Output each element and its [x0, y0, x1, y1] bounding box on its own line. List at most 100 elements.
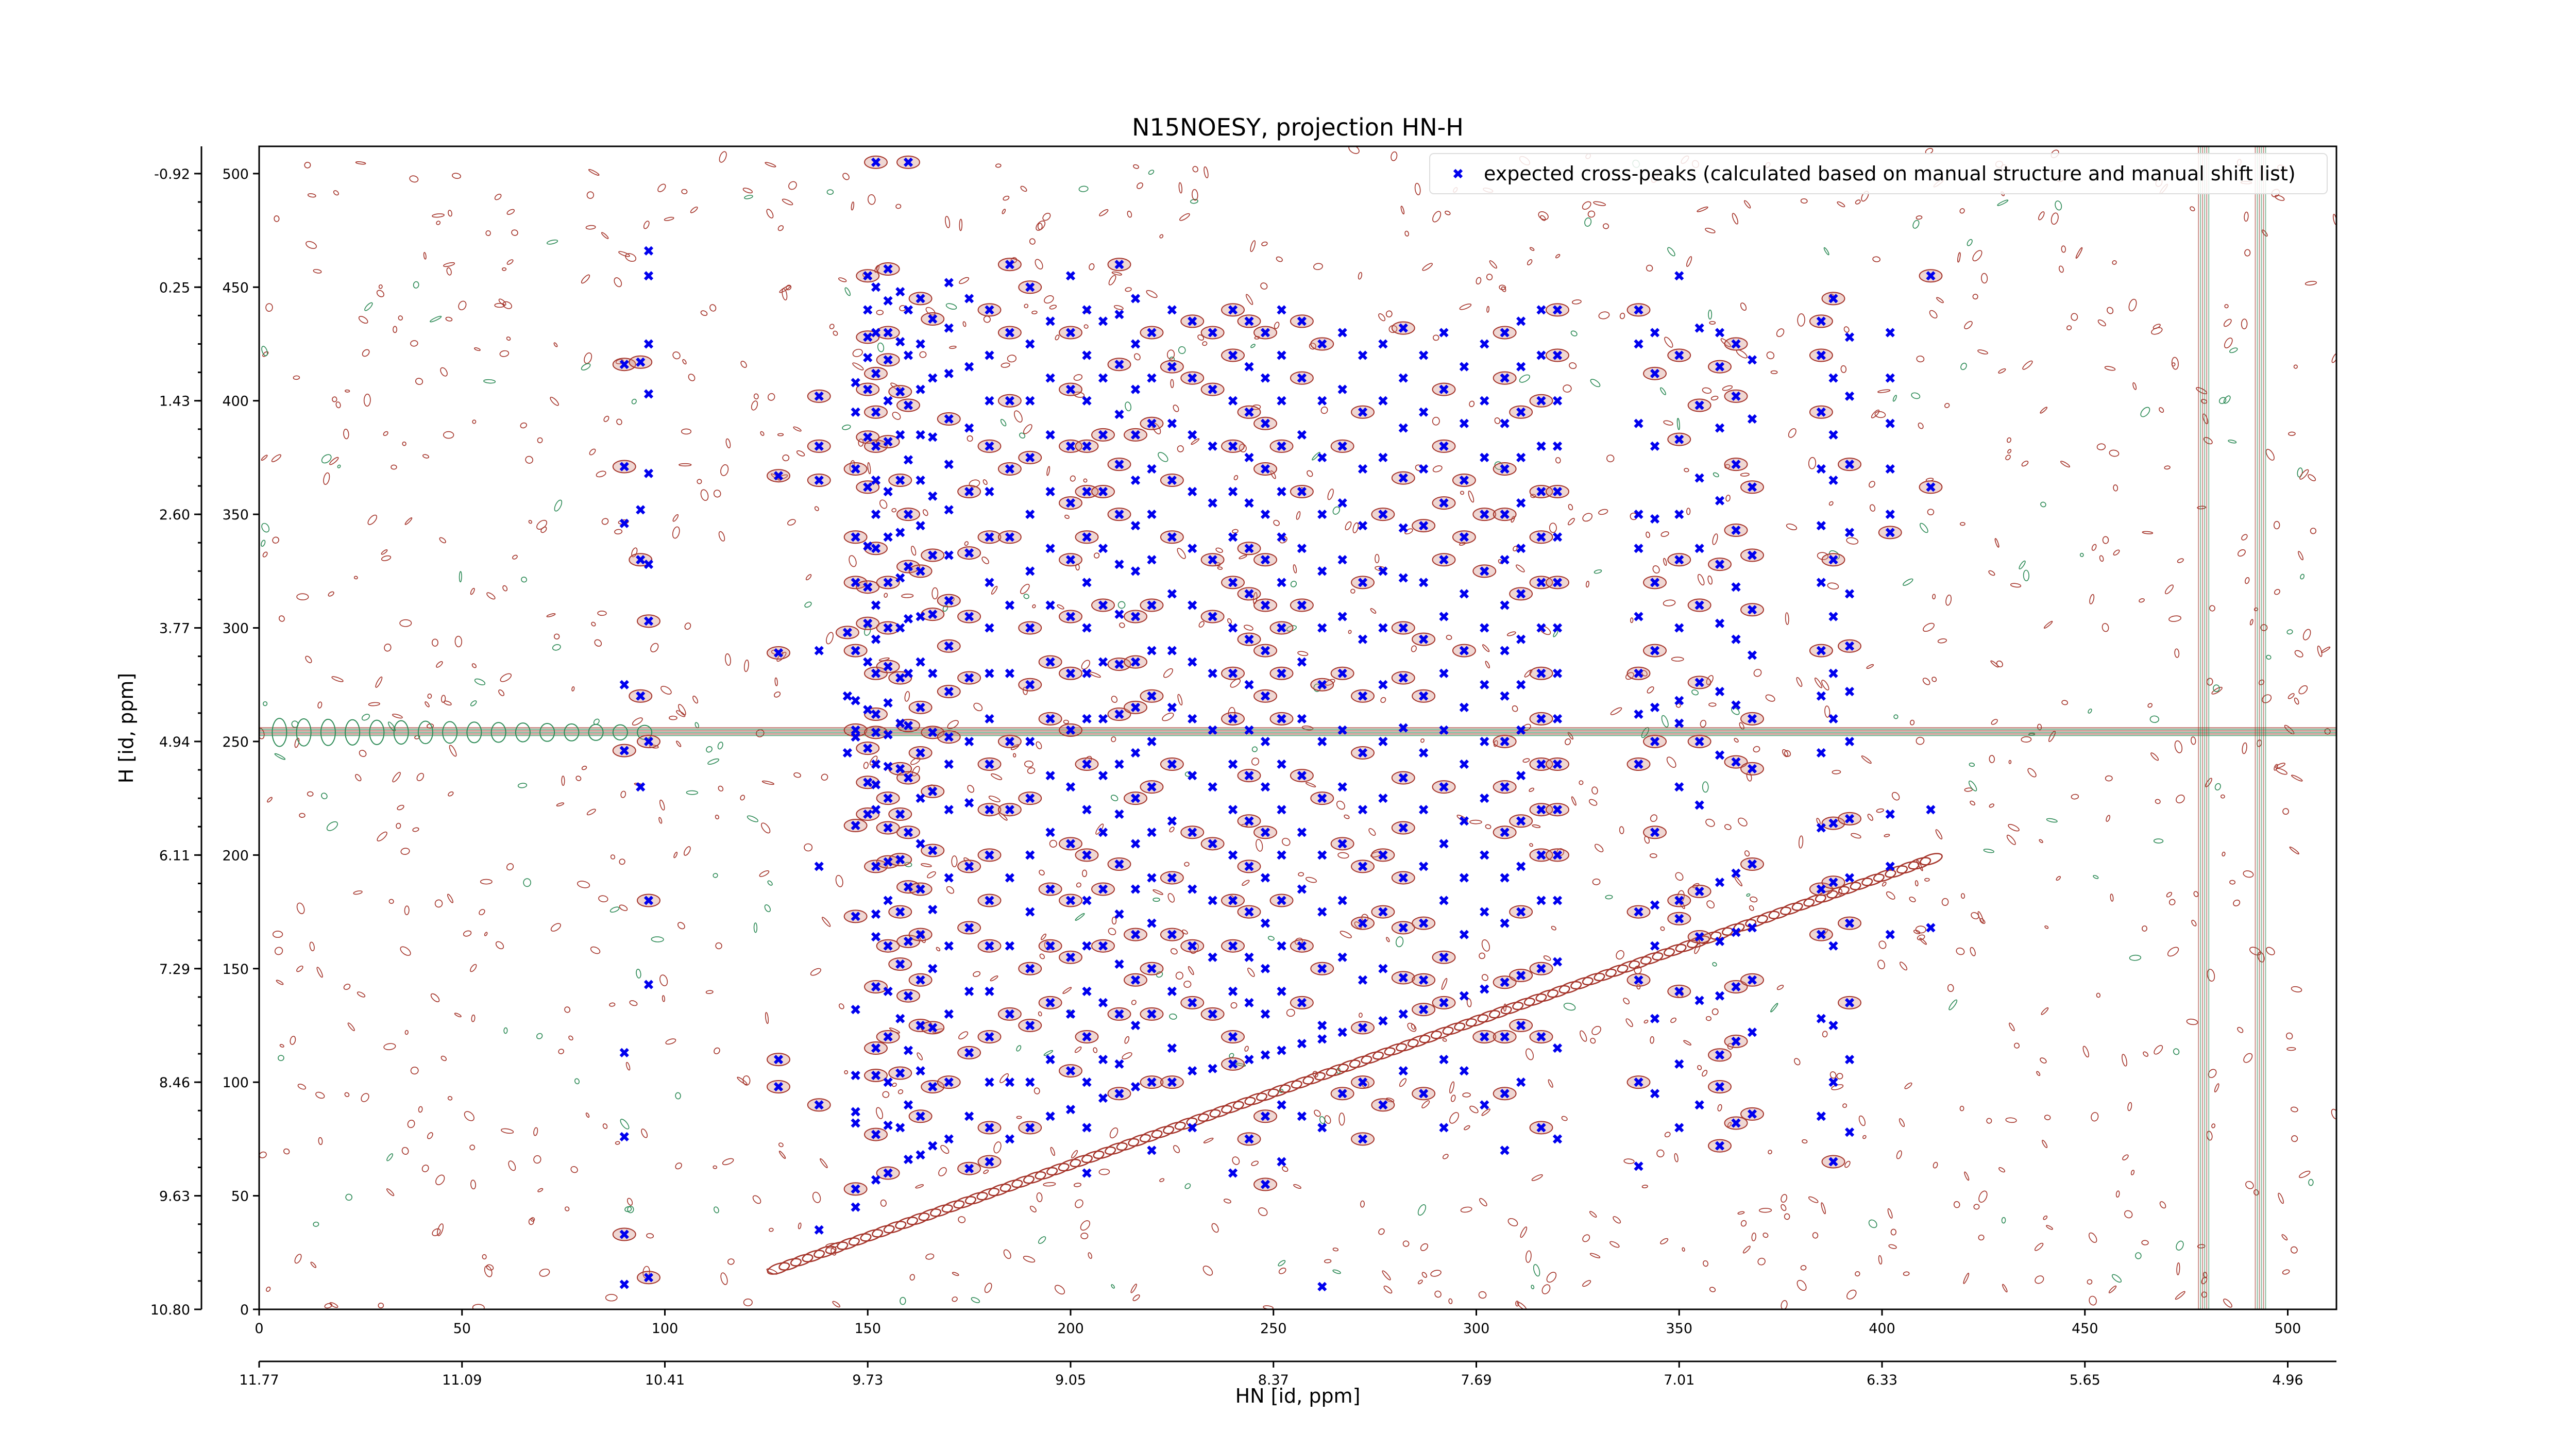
- cross-peak: [1459, 930, 1469, 939]
- cross-peak: [1398, 1009, 1408, 1019]
- water-ridge-contour: [320, 718, 336, 746]
- noise-contour: [1192, 189, 1198, 201]
- cross-peak: [1082, 350, 1092, 360]
- water-ridge-contour: [296, 718, 312, 747]
- cross-peak: [944, 686, 954, 697]
- cross-peak: [1082, 1077, 1092, 1087]
- noise-contour: [1338, 1113, 1345, 1126]
- cross-peak: [1005, 1077, 1015, 1087]
- cross-peak: [619, 518, 629, 528]
- cross-peak: [1167, 986, 1177, 996]
- noise-contour: [1660, 387, 1666, 395]
- cross-peak: [985, 441, 994, 451]
- noise-contour: [1531, 1174, 1543, 1181]
- noise-contour: [904, 862, 912, 867]
- noise-contour: [404, 905, 410, 915]
- cross-peak: [1634, 339, 1643, 349]
- cross-peak: [1082, 986, 1092, 996]
- cross-peak: [1674, 718, 1684, 728]
- noise-contour: [392, 714, 403, 719]
- cross-peak: [1188, 770, 1197, 781]
- cross-peak: [1228, 1168, 1238, 1178]
- noise-contour: [1800, 198, 1808, 204]
- cross-peak: [1816, 691, 1826, 701]
- noise-contour: [1660, 1238, 1669, 1244]
- noise-contour: [945, 216, 951, 228]
- noise-contour: [1031, 310, 1038, 314]
- diagonal-contour: [1326, 1064, 1349, 1076]
- noise-contour: [777, 433, 784, 436]
- noise-contour: [472, 419, 477, 424]
- noise-contour: [1972, 294, 1978, 300]
- cross-peak: [1114, 759, 1124, 769]
- cross-peak: [1516, 452, 1526, 463]
- diagonal-contour: [1197, 1109, 1221, 1122]
- noise-contour: [1202, 341, 1208, 346]
- noise-contour: [1042, 212, 1051, 221]
- noise-contour: [1706, 675, 1714, 685]
- diagonal-contour: [1500, 1002, 1524, 1015]
- cross-peak: [1634, 907, 1643, 917]
- cross-peak: [1188, 430, 1197, 440]
- cross-peak: [1228, 1059, 1238, 1069]
- noise-contour: [753, 922, 758, 933]
- noise-contour: [2091, 544, 2097, 551]
- noise-contour: [471, 663, 477, 668]
- noise-contour: [2238, 549, 2246, 557]
- diagonal-contour: [918, 1208, 942, 1221]
- noise-contour: [274, 215, 280, 222]
- noise-contour: [404, 517, 413, 525]
- cross-peak: [916, 384, 925, 394]
- cross-peak: [871, 909, 881, 919]
- cross-peak: [863, 482, 873, 492]
- noise-contour: [684, 622, 691, 630]
- noise-contour: [309, 941, 315, 951]
- cross-peak: [1715, 328, 1725, 338]
- noise-contour: [1727, 1043, 1734, 1050]
- noise-contour: [1177, 445, 1184, 452]
- noise-contour: [357, 991, 366, 998]
- cross-peak: [1244, 907, 1254, 917]
- noise-contour: [1909, 897, 1916, 903]
- cross-peak: [1025, 907, 1035, 917]
- noise-contour: [436, 661, 443, 668]
- cross-peak: [1439, 782, 1449, 792]
- noise-contour: [332, 396, 337, 402]
- cross-peak: [1277, 1157, 1286, 1167]
- noise-contour: [925, 1253, 935, 1260]
- noise-contour: [430, 993, 440, 1002]
- cross-peak: [1297, 316, 1307, 326]
- noise-contour: [1712, 533, 1718, 545]
- diagonal-contour: [1361, 1051, 1384, 1064]
- noise-contour: [826, 632, 834, 645]
- cross-peak: [863, 778, 873, 787]
- cross-peak: [928, 905, 938, 915]
- noise-contour: [272, 536, 279, 544]
- noise-contour: [778, 1151, 786, 1159]
- noise-contour: [892, 412, 901, 420]
- cross-peak: [1358, 1077, 1368, 1087]
- noise-contour: [842, 424, 851, 430]
- cross-peak: [1500, 782, 1510, 792]
- cross-peak: [1147, 1009, 1157, 1019]
- cross-peak: [773, 648, 784, 658]
- diagonal-contour: [778, 1258, 802, 1271]
- noise-contour: [951, 855, 958, 868]
- noise-contour: [1605, 895, 1613, 900]
- cross-peak: [1114, 1059, 1124, 1069]
- x-ppm-tick-label: 10.41: [645, 1372, 685, 1388]
- cross-peak: [1844, 1127, 1855, 1137]
- noise-contour: [589, 448, 596, 456]
- cross-peak: [1130, 930, 1141, 939]
- cross-peak: [619, 1229, 629, 1239]
- noise-contour: [1469, 1105, 1479, 1114]
- cross-peak: [1317, 1123, 1327, 1133]
- y-ppm-tick-label: 6.11: [159, 848, 190, 864]
- noise-contour: [1988, 570, 1995, 576]
- noise-contour: [1571, 299, 1582, 305]
- noise-contour: [1713, 472, 1719, 478]
- cross-peak: [1828, 714, 1838, 723]
- noise-contour: [796, 450, 805, 457]
- noise-contour: [2164, 465, 2171, 470]
- noise-contour: [550, 397, 559, 406]
